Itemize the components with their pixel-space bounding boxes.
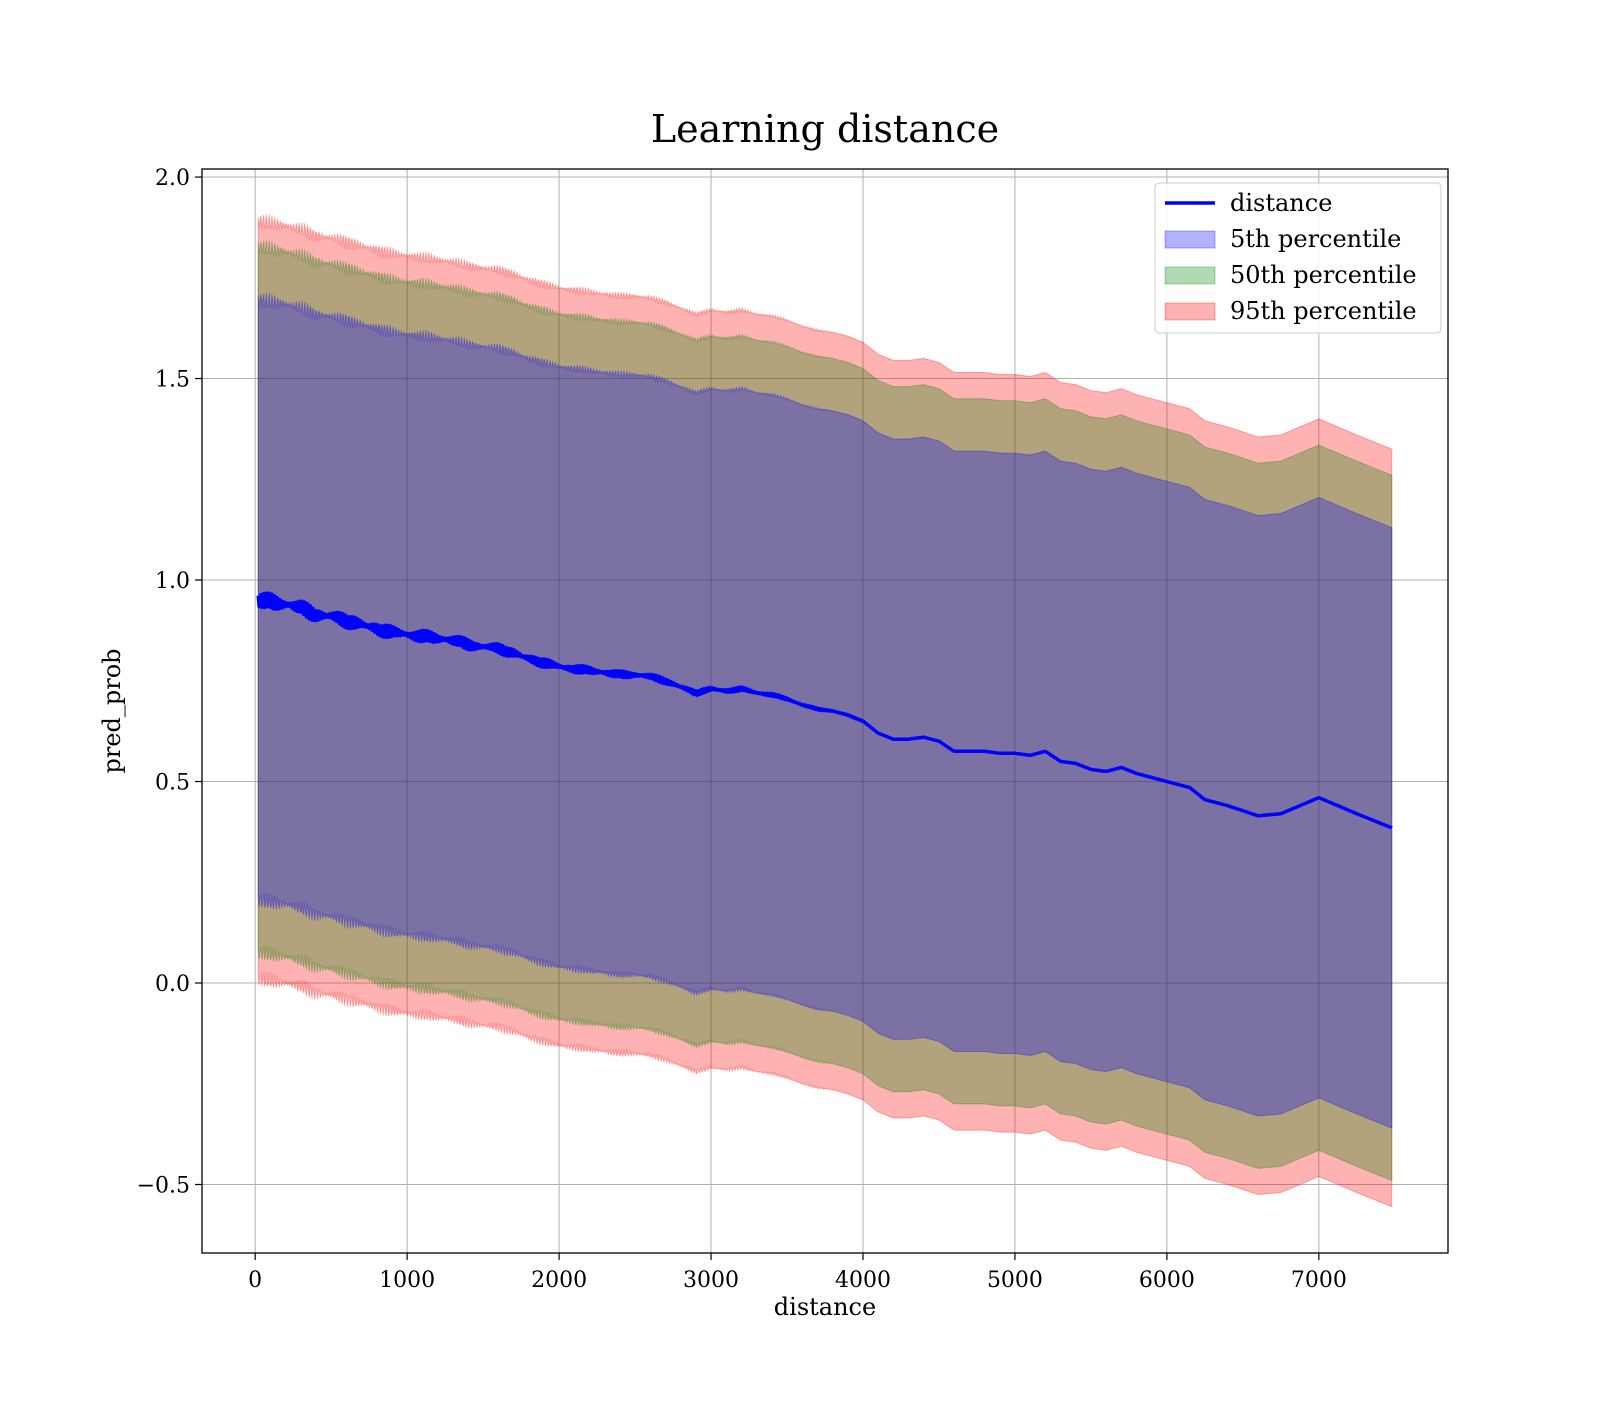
legend-box [1154, 182, 1442, 334]
legend-label: distance [1230, 189, 1332, 217]
distance-series [256, 591, 1394, 830]
y-tick-label: 0.0 [155, 972, 190, 997]
x-tick-label: 5000 [987, 1268, 1043, 1293]
y-tick-label: −0.5 [137, 1173, 190, 1198]
plot-frame [201, 168, 1449, 1254]
legend: distance 5th percentile 50th percentile 95t… [1154, 182, 1442, 334]
distance-line [256, 591, 1394, 830]
legend-label: 95th percentile [1230, 297, 1417, 325]
y-tick-label: 1.0 [155, 569, 190, 594]
x-tick-label: 2000 [531, 1268, 587, 1293]
y-tick-label: 2.0 [155, 166, 190, 191]
percentile-bands [257, 214, 1393, 1208]
x-axis-label: distance [774, 1293, 876, 1321]
x-tick-label: 1000 [379, 1268, 435, 1293]
chart-title: Learning distance [651, 107, 999, 151]
legend-label: 5th percentile [1230, 225, 1401, 253]
y-tick-label: 0.5 [155, 771, 190, 796]
legend-swatch-patch [1164, 266, 1216, 285]
x-tick-label: 4000 [835, 1268, 891, 1293]
legend-swatch-patch [1164, 230, 1216, 249]
x-tick-label: 6000 [1139, 1268, 1195, 1293]
grid [202, 169, 1448, 1253]
y-axis-label: pred_prob [98, 648, 126, 773]
axis-ticks: 0 1000 2000 3000 4000 5000 6000 7000 −0.5 0.0 0.5 1… [137, 166, 1347, 1293]
y-tick-label: 1.5 [155, 368, 190, 393]
legend-label: 50th percentile [1230, 261, 1417, 289]
legend-swatch-patch [1164, 302, 1216, 321]
x-tick-label: 0 [248, 1268, 262, 1293]
x-tick-label: 7000 [1291, 1268, 1347, 1293]
x-tick-label: 3000 [683, 1268, 739, 1293]
